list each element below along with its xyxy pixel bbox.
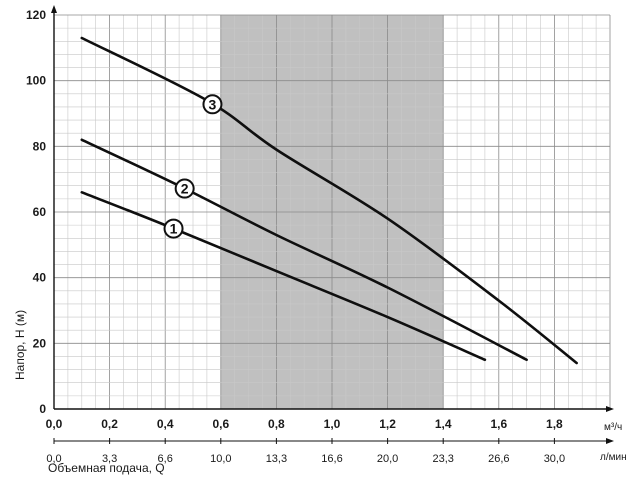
- x-tick-label: 0,8: [268, 417, 285, 431]
- x-unit-primary: м³/ч: [604, 422, 622, 433]
- x-tick-label: 1,4: [435, 417, 452, 431]
- series-line-1: [80, 191, 487, 362]
- x-secondary-tick-label: 20,0: [377, 453, 398, 465]
- x-secondary-tick-label: 6,6: [158, 453, 173, 465]
- x-secondary-tick-label: 3,3: [102, 453, 117, 465]
- tick-labels: 0 20 40 60 80 100 120 0,0 0,2 0,4 0,6 0,8 1,0 1,2 1,4 1…: [26, 8, 565, 465]
- curve-label-circle: [163, 218, 184, 239]
- y-tick-label: 0: [39, 402, 46, 416]
- x-secondary-tick-label: 0,0: [46, 453, 61, 465]
- x-tick-label: 1,6: [490, 417, 507, 431]
- y-axis-label: Напор, H (м): [13, 310, 27, 380]
- x-secondary-tick-label: 10,0: [210, 453, 231, 465]
- x-secondary-tick-label: 26,6: [488, 453, 509, 465]
- grid: [53, 14, 611, 410]
- y-tick-label: 80: [33, 139, 47, 153]
- y-tick-label: 20: [33, 336, 47, 350]
- x-axis-secondary-arrow: [606, 438, 614, 444]
- x-axis-arrow: [606, 406, 614, 412]
- curve-label-2: 2: [181, 181, 189, 197]
- axes: [51, 5, 614, 444]
- curve-label-1: 1: [170, 221, 178, 237]
- y-tick-label: 100: [26, 74, 46, 88]
- x-tick-label: 1,8: [546, 417, 563, 431]
- x-tick-label: 0,4: [157, 417, 174, 431]
- x-tick-label: 1,2: [379, 417, 396, 431]
- x-tick-label: 0,0: [46, 417, 63, 431]
- curve-labels: 1 2 3: [163, 94, 223, 239]
- curve-label-circle: [202, 94, 223, 115]
- x-secondary-tick-label: 13,3: [266, 453, 287, 465]
- x-secondary-tick-label: 16,6: [321, 453, 342, 465]
- y-axis-arrow: [51, 5, 57, 13]
- series-lines: [80, 36, 578, 365]
- x-unit-secondary: л/мин: [600, 452, 627, 463]
- x-axis-label: Объемная подача, Q: [48, 461, 165, 475]
- curve-label-circle: [174, 178, 195, 199]
- curve-label-3: 3: [209, 96, 217, 112]
- y-tick-label: 60: [33, 205, 47, 219]
- x-tick-label: 0,2: [101, 417, 118, 431]
- x-tick-label: 1,0: [324, 417, 341, 431]
- x-secondary-tick-label: 23,3: [432, 453, 453, 465]
- series-line-2: [80, 138, 528, 362]
- y-tick-label: 40: [33, 271, 47, 285]
- y-tick-label: 120: [26, 8, 46, 22]
- series-line-3: [80, 36, 578, 365]
- x-tick-label: 0,6: [212, 417, 229, 431]
- x-secondary-tick-label: 30,0: [544, 453, 565, 465]
